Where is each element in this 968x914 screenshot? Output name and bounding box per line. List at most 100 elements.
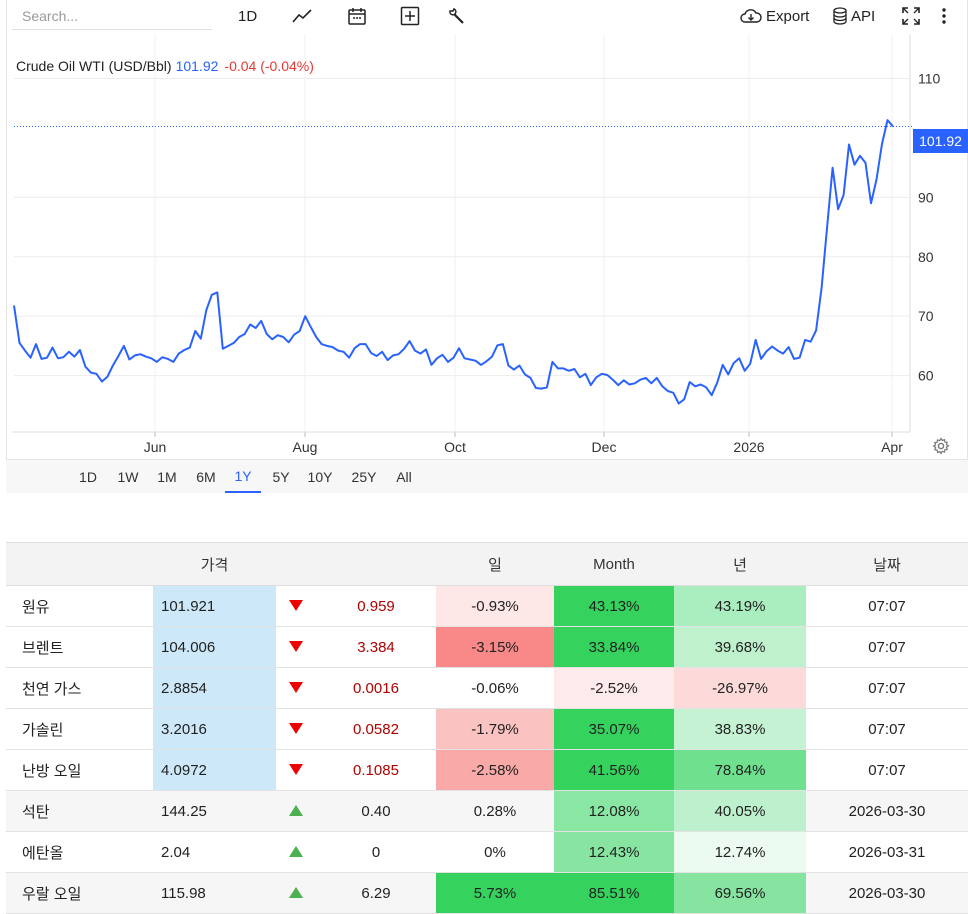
y-tick-label: 110 (918, 71, 941, 87)
api-button[interactable]: API (832, 4, 875, 28)
row-date: 2026-03-30 (806, 872, 968, 914)
x-tick-label: Apr (881, 439, 903, 455)
x-tick-label: Oct (444, 439, 466, 455)
up-triangle-icon (289, 845, 303, 857)
y-tick-label: 60 (918, 368, 934, 384)
row-month-change: 12.43% (554, 831, 674, 873)
legend-change: -0.04 (-0.04%) (224, 58, 314, 74)
row-name[interactable]: 천연 가스 (6, 667, 153, 709)
header-price[interactable]: 가격 (153, 542, 276, 586)
y-tick-label: 80 (918, 249, 934, 265)
range-button-10y[interactable]: 10Y (307, 468, 333, 485)
row-name[interactable]: 브렌트 (6, 626, 153, 668)
range-button-5y[interactable]: 5Y (272, 468, 290, 485)
table-row[interactable]: 석탄 144.25 0.40 0.28% 12.08% 40.05% 2026-03-30 (6, 790, 968, 832)
table-header-row: 가격 일 Month 년 날짜 (6, 542, 968, 586)
search-input[interactable] (12, 2, 212, 30)
row-month-change: 43.13% (554, 585, 674, 627)
table-row[interactable]: 가솔린 3.2016 0.0582 -1.79% 35.07% 38.83% 07:07 (6, 708, 968, 750)
row-date: 2026-03-31 (806, 831, 968, 873)
row-month-change: 35.07% (554, 708, 674, 750)
row-direction (276, 790, 316, 832)
row-year-change: 39.68% (674, 626, 806, 668)
row-day-change: -1.79% (436, 708, 554, 750)
commodity-table: 가격 일 Month 년 날짜 원유 101.921 0.959 -0.93% 43.1… (6, 542, 968, 914)
row-date: 07:07 (806, 585, 968, 627)
row-price: 3.2016 (153, 708, 276, 750)
row-name[interactable]: 난방 오일 (6, 749, 153, 791)
interval-button[interactable]: 1D (238, 7, 258, 25)
row-year-change: 40.05% (674, 790, 806, 832)
row-year-change: 69.56% (674, 872, 806, 914)
row-name[interactable]: 에탄올 (6, 831, 153, 873)
range-button-1w[interactable]: 1W (117, 468, 139, 485)
wrench-icon[interactable] (447, 4, 467, 28)
range-button-1y[interactable]: 1Y (225, 460, 261, 493)
chart-legend: Crude Oil WTI (USD/Bbl) 101.92 -0.04 (-0.0… (16, 58, 314, 74)
row-day-change: -0.93% (436, 585, 554, 627)
x-tick-label: Dec (592, 439, 617, 455)
table-row[interactable]: 에탄올 2.04 0 0% 12.43% 12.74% 2026-03-31 (6, 831, 968, 873)
x-tick-label: 2026 (733, 439, 764, 455)
row-price: 144.25 (153, 790, 276, 832)
table-row[interactable]: 천연 가스 2.8854 0.0016 -0.06% -2.52% -26.97% 07:0… (6, 667, 968, 709)
down-triangle-icon (289, 681, 303, 693)
row-day-change: -2.58% (436, 749, 554, 791)
row-name[interactable]: 원유 (6, 585, 153, 627)
row-year-change: 43.19% (674, 585, 806, 627)
range-button-1d[interactable]: 1D (79, 468, 97, 485)
row-change: 0.0016 (316, 667, 436, 709)
more-menu-icon[interactable] (941, 4, 947, 28)
row-day-change: 5.73% (436, 872, 554, 914)
row-day-change: 0% (436, 831, 554, 873)
row-change: 0 (316, 831, 436, 873)
row-year-change: 38.83% (674, 708, 806, 750)
row-change: 0.0582 (316, 708, 436, 750)
row-change: 6.29 (316, 872, 436, 914)
row-price: 2.04 (153, 831, 276, 873)
row-direction (276, 831, 316, 873)
row-date: 07:07 (806, 667, 968, 709)
row-name[interactable]: 석탄 (6, 790, 153, 832)
add-indicator-icon[interactable] (400, 4, 420, 28)
row-change: 3.384 (316, 626, 436, 668)
export-button[interactable]: Export (740, 4, 809, 28)
row-price: 4.0972 (153, 749, 276, 791)
row-date: 07:07 (806, 626, 968, 668)
header-day[interactable]: 일 (436, 542, 554, 586)
fullscreen-icon[interactable] (902, 4, 920, 28)
row-day-change: 0.28% (436, 790, 554, 832)
range-button-25y[interactable]: 25Y (351, 468, 377, 485)
row-price: 104.006 (153, 626, 276, 668)
row-price: 2.8854 (153, 667, 276, 709)
database-icon (833, 7, 847, 25)
range-button-all[interactable]: All (396, 468, 412, 485)
price-chart[interactable]: 60 70 80 90 110 Jun Aug Oct Dec 2026 Apr (0, 0, 968, 459)
row-month-change: 33.84% (554, 626, 674, 668)
header-date[interactable]: 날짜 (806, 542, 968, 586)
settings-gear-icon[interactable] (932, 437, 950, 460)
row-month-change: -2.52% (554, 667, 674, 709)
header-change (316, 542, 436, 586)
header-direction (276, 542, 316, 586)
row-month-change: 12.08% (554, 790, 674, 832)
row-name[interactable]: 가솔린 (6, 708, 153, 750)
line-chart-icon[interactable] (292, 4, 312, 28)
row-month-change: 41.56% (554, 749, 674, 791)
calendar-icon[interactable] (347, 4, 367, 28)
row-direction (276, 667, 316, 709)
header-month[interactable]: Month (554, 542, 674, 586)
row-year-change: -26.97% (674, 667, 806, 709)
row-price: 115.98 (153, 872, 276, 914)
row-name[interactable]: 우랄 오일 (6, 872, 153, 914)
header-year[interactable]: 년 (674, 542, 806, 586)
row-year-change: 12.74% (674, 831, 806, 873)
range-button-1m[interactable]: 1M (157, 468, 177, 485)
table-row[interactable]: 난방 오일 4.0972 0.1085 -2.58% 41.56% 78.84% 07:07 (6, 749, 968, 791)
chart-toolbar: 1D Export API (0, 0, 968, 34)
x-tick-label: Jun (144, 439, 167, 455)
table-row[interactable]: 우랄 오일 115.98 6.29 5.73% 85.51% 69.56% 2026-03-… (6, 872, 968, 914)
range-button-6m[interactable]: 6M (196, 468, 216, 485)
table-row[interactable]: 브렌트 104.006 3.384 -3.15% 33.84% 39.68% 07:07 (6, 626, 968, 668)
table-row[interactable]: 원유 101.921 0.959 -0.93% 43.13% 43.19% 07:07 (6, 585, 968, 627)
